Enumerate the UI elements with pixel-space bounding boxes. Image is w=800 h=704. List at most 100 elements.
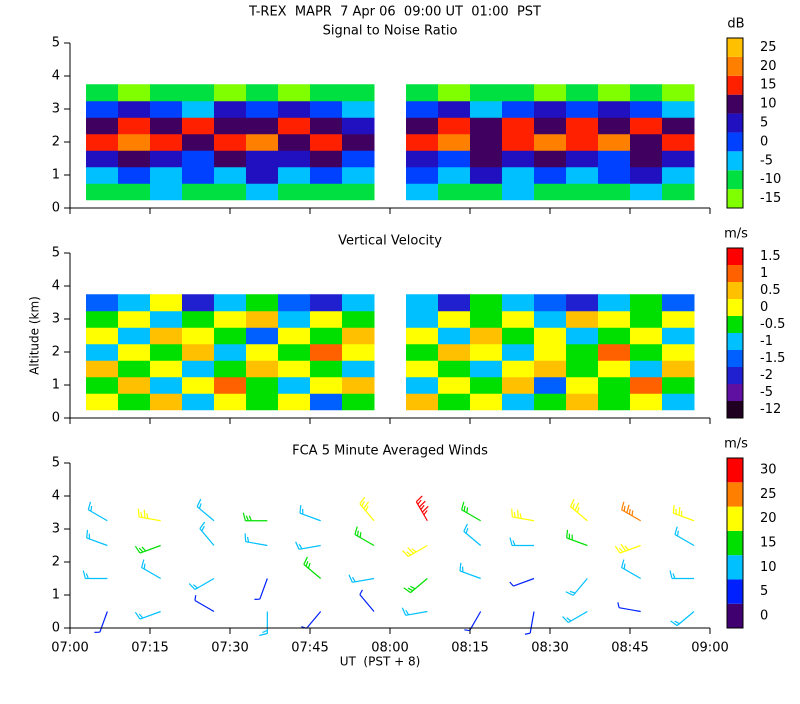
heat-cell [246,84,279,101]
colorbar-tick-label: 25 [760,40,777,55]
heat-cell [598,134,631,151]
heat-cell [502,360,535,377]
heat-cell [406,294,439,311]
heat-cell [662,101,695,118]
x-tick-label: 08:45 [611,641,648,656]
barb-flag [678,531,679,536]
heat-cell [150,134,183,151]
barb-flag [675,621,680,624]
wind-barb [615,544,640,553]
heat-cell [246,294,279,311]
heat-cell [342,183,375,200]
colorbar-band [727,531,743,555]
barb-flag [622,502,624,510]
heat-cell [406,360,439,377]
barb-flag [424,510,427,514]
barb-flag [513,541,515,546]
heat-cell [278,84,311,101]
wind-barb [301,612,320,629]
barb-shaft [246,542,268,546]
wind-barb [355,527,374,546]
heat-cell [598,117,631,134]
heat-cell [534,360,567,377]
heat-cell [118,150,151,167]
heat-cell [86,134,119,151]
colorbar-band [727,384,743,401]
heat-cell [630,344,663,361]
heat-cell [630,327,663,344]
barb-flag [135,612,140,619]
barb-shaft [360,504,374,521]
barb-flag [410,586,415,589]
heat-cell [566,134,599,151]
colorbar-band [727,132,743,151]
barb-flag [88,502,90,510]
heat-cell [342,393,375,410]
heat-cell [598,344,631,361]
heat-cell [470,150,503,167]
y-tick-label: 4 [52,69,60,84]
figure-title: T-REX MAPR 7 Apr 06 09:00 UT 01:00 PST [248,5,541,20]
heat-cell [566,167,599,184]
barb-flag [306,561,308,566]
heat-cell [310,377,343,394]
colorbar-band [727,299,743,316]
barb-flag [518,510,519,518]
heat-cell [630,167,663,184]
heat-cell [406,101,439,118]
heat-cell [246,344,279,361]
heat-cell [182,183,215,200]
heat-cell [662,183,695,200]
heat-cell [438,393,471,410]
heat-cell [278,117,311,134]
barb-flag [402,608,405,616]
heat-cell [566,150,599,167]
wind-barb [622,560,641,579]
wind-barb [510,538,534,546]
heat-cell [630,134,663,151]
wind-barb [402,608,427,616]
heat-cell [566,377,599,394]
colorbar-tick-label: 15 [760,536,777,551]
barb-shaft [622,510,641,521]
heat-cell [214,117,247,134]
wind-barb [189,579,214,590]
colorbar-tick-label: -12 [760,402,781,417]
heat-cell [502,311,535,328]
heat-cell [150,327,183,344]
wind-barb [416,496,428,521]
colorbar-tick-label: 30 [760,463,777,478]
heat-cell [502,183,535,200]
heat-cell [598,84,631,101]
heat-cell [278,167,311,184]
heat-cell [534,344,567,361]
heat-cell [566,117,599,134]
barb-flag [142,547,146,551]
colorbar-tick-label: -1 [760,334,773,349]
barb-flag [567,530,568,538]
heat-cell [150,84,183,101]
colorbar-unit: m/s [724,437,748,452]
wind-barb [200,522,214,546]
wind-barb [94,612,107,633]
heat-cell [182,344,215,361]
heat-cell [406,311,439,328]
barb-flag [418,500,421,504]
wind-barb [566,579,588,596]
barb-flag [567,618,571,621]
barb-flag [618,602,619,607]
y-tick-label: 4 [52,489,60,504]
heat-cell [342,360,375,377]
barb-flag [360,532,361,537]
wind-barb [360,590,374,612]
colorbar-band [727,38,743,57]
barb-flag [144,564,145,569]
heat-cell [566,360,599,377]
heat-cell [310,134,343,151]
barb-flag [675,527,677,535]
barb-flag [466,528,468,533]
heat-cell [502,167,535,184]
wind-barb [510,579,534,587]
barb-flag [91,506,92,511]
heat-cell [118,327,151,344]
